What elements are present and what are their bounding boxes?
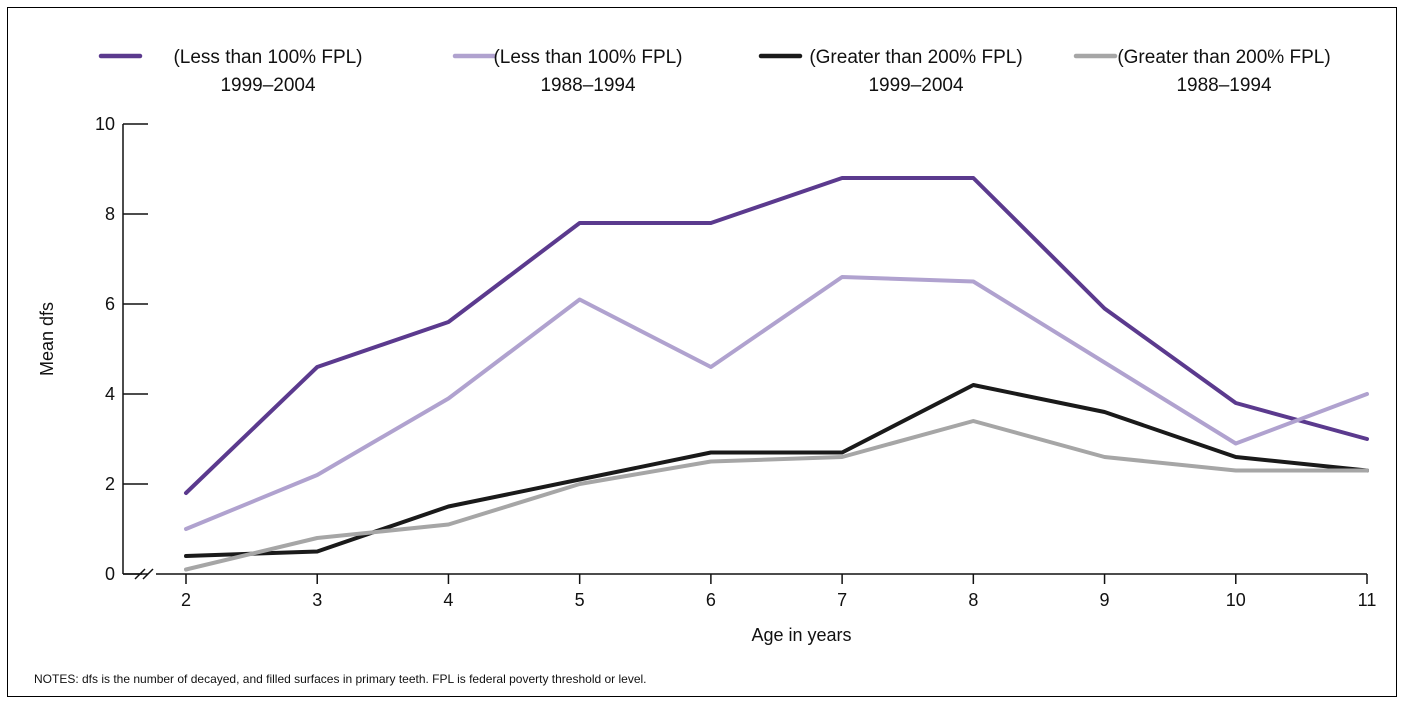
x-tick-label: 9 — [1100, 590, 1110, 610]
series-line-4 — [184, 419, 1369, 572]
y-axis-title: Mean dfs — [37, 302, 57, 376]
legend-item: (Less than 100% FPL) 1988–1994 — [452, 47, 683, 96]
legend-item: (Greater than 200% FPL) 1988–1994 — [1073, 47, 1331, 96]
legend-item: (Greater than 200% FPL) 1999–2004 — [758, 47, 1023, 96]
axes: 0 2 4 6 8 10 2 3 4 5 6 7 8 9 10 11 Mean dfs Age in yea… — [37, 114, 1376, 645]
x-ticks: 2 3 4 5 6 7 8 9 10 11 — [181, 574, 1376, 610]
y-tick-label: 2 — [105, 474, 115, 494]
legend-label: (Greater than 200% FPL) — [809, 47, 1022, 68]
y-ticks: 0 2 4 6 8 10 — [95, 114, 148, 584]
x-tick-label: 4 — [443, 590, 453, 610]
x-tick-label: 2 — [181, 590, 191, 610]
y-tick-label: 0 — [105, 564, 115, 584]
y-tick-label: 10 — [95, 114, 115, 134]
x-tick-label: 6 — [706, 590, 716, 610]
legend-label-period: 1999–2004 — [868, 75, 964, 96]
chart-frame: (Less than 100% FPL) 1999–2004 (Less than … — [7, 7, 1397, 697]
y-tick-label: 4 — [105, 384, 115, 404]
x-tick-label: 7 — [837, 590, 847, 610]
legend-label-period: 1988–1994 — [1176, 75, 1272, 96]
series-line-3 — [184, 383, 1369, 558]
x-tick-label: 11 — [1358, 590, 1377, 610]
legend-item: (Less than 100% FPL) 1999–2004 — [98, 47, 363, 96]
y-tick-label: 8 — [105, 204, 115, 224]
legend-label: (Greater than 200% FPL) — [1117, 47, 1330, 68]
y-tick-label: 6 — [105, 294, 115, 314]
legend-label: (Less than 100% FPL) — [493, 47, 682, 68]
legend-label-period: 1999–2004 — [220, 75, 316, 96]
line-chart: (Less than 100% FPL)1999–2004(Less than … — [34, 47, 1376, 686]
legend-label-period: 1988–1994 — [540, 75, 636, 96]
x-tick-label: 8 — [968, 590, 978, 610]
series-line-2 — [184, 275, 1369, 531]
legend-label: (Less than 100% FPL) — [173, 47, 362, 68]
series-lines — [184, 176, 1369, 572]
x-tick-label: 10 — [1226, 590, 1246, 610]
legend: (Less than 100% FPL)1999–2004(Less than … — [98, 47, 1331, 96]
notes-text: NOTES: dfs is the number of decayed, and… — [34, 672, 647, 686]
x-tick-label: 5 — [575, 590, 585, 610]
series-line-1 — [184, 176, 1369, 495]
x-axis-title: Age in years — [751, 625, 851, 645]
x-tick-label: 3 — [312, 590, 322, 610]
